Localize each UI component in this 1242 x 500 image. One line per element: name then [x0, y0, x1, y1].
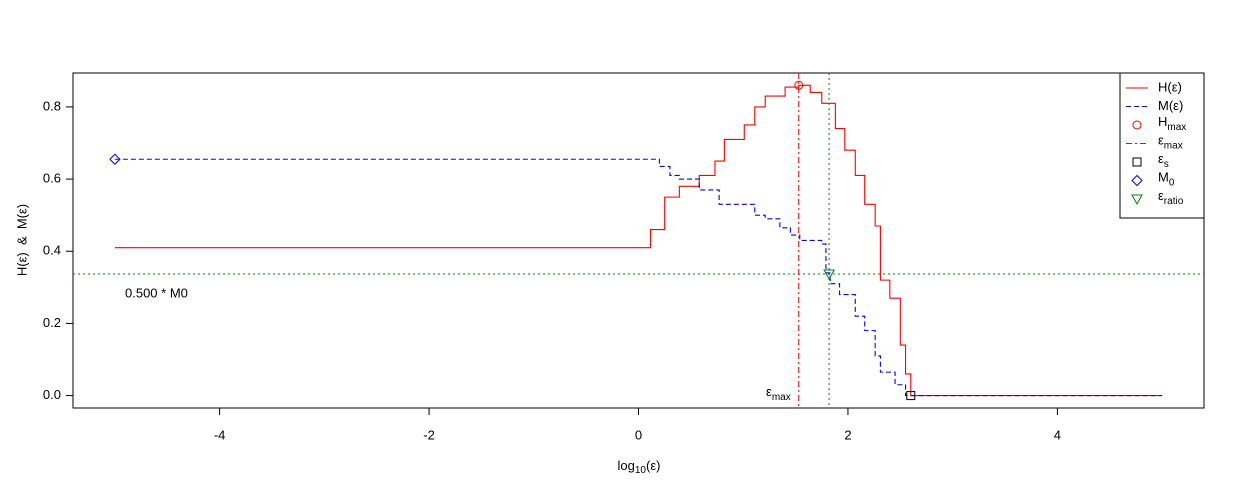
x-label-base: log: [618, 458, 635, 473]
legend-label-sub: ratio: [1164, 196, 1184, 207]
legend-swatch: [1131, 174, 1143, 187]
x-label-sub: 10: [635, 465, 647, 476]
y-tick-label: 0.2: [43, 315, 61, 330]
vline-label-main: ε: [766, 384, 772, 399]
x-tick-label: 4: [1054, 427, 1061, 442]
legend-swatch: [1132, 157, 1142, 167]
legend-label-sub: s: [1164, 159, 1169, 170]
legend-label-main: ε: [1158, 151, 1164, 166]
x-tick-label: 2: [844, 427, 851, 442]
legend-label-main: ε: [1158, 133, 1164, 148]
y-tick-label: 0.6: [43, 171, 61, 186]
vline-label-sub: max: [772, 392, 791, 403]
x-axis-label: log10(ε): [618, 458, 661, 475]
series-line: [114, 158, 1163, 397]
vline-label: εmax: [766, 384, 791, 402]
x-tick-label: -2: [423, 427, 435, 442]
legend-swatch: [1132, 120, 1142, 130]
legend-swatch: [1131, 194, 1143, 206]
legend-label-main: M: [1158, 170, 1169, 185]
hline-label: 0.500 * M0: [125, 285, 188, 300]
legend-label-sub: max: [1167, 122, 1186, 133]
legend-label-sub: max: [1164, 140, 1183, 151]
legend-label-sub: 0: [1169, 177, 1175, 188]
legend-label: εratio: [1158, 188, 1184, 206]
x-tick-label: -4: [214, 427, 226, 442]
y-tick-label: 0.8: [43, 98, 61, 113]
legend-label-main: H: [1158, 114, 1167, 129]
legend-label: M(ε): [1158, 98, 1183, 113]
y-tick-label: 0.4: [43, 243, 61, 258]
legend-box: [1119, 72, 1205, 219]
x-tick-label: 0: [635, 427, 642, 442]
marker: [109, 153, 121, 165]
marker: [906, 391, 916, 401]
legend-label: M0: [1158, 170, 1175, 188]
legend-label: εmax: [1158, 133, 1183, 151]
legend-label: H(ε): [1158, 79, 1182, 94]
plot-box: [72, 72, 1205, 409]
y-axis-label: H(ε) & M(ε): [14, 204, 29, 276]
legend-label: εs: [1158, 151, 1169, 169]
y-tick-label: 0.0: [43, 387, 61, 402]
marker: [823, 269, 835, 281]
series-line: [114, 84, 1163, 397]
marker: [794, 80, 804, 90]
legend-label: Hmax: [1158, 114, 1186, 132]
legend-label-main: ε: [1158, 188, 1164, 203]
x-label-tail: (ε): [646, 458, 660, 473]
